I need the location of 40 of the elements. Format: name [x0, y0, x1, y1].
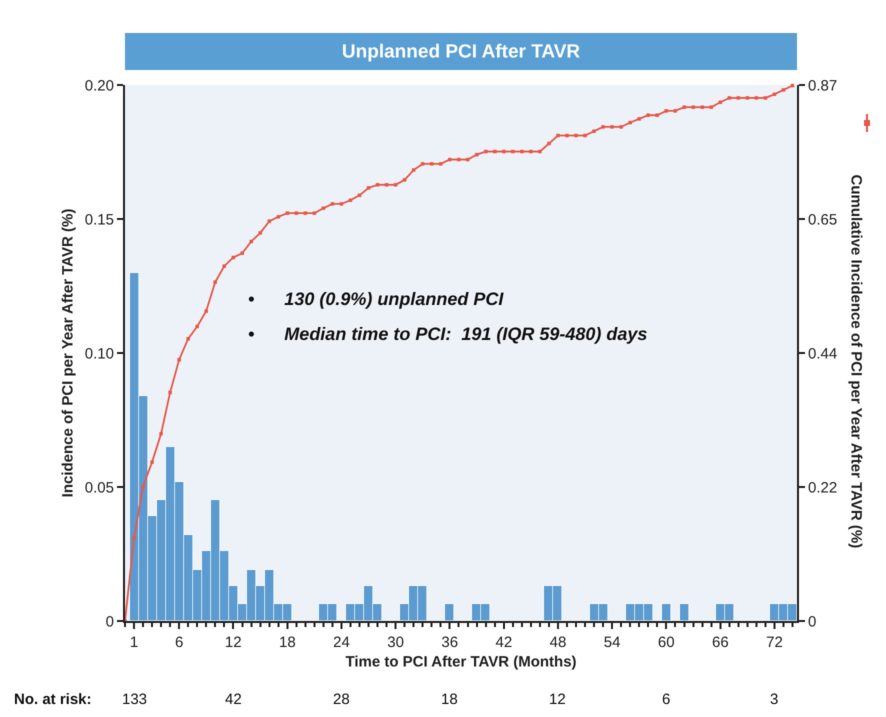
x-tick-label: 66: [712, 634, 729, 651]
x-tick-label: 42: [496, 634, 512, 651]
y2-axis-title: Cumulative Incidence of PCI per Year After TAVR (%): [848, 174, 864, 548]
x-tick-label: 1: [130, 634, 138, 651]
bar: [444, 603, 454, 621]
x-tick-label: 30: [387, 634, 404, 651]
y-tick-label: 0.20: [84, 77, 114, 94]
y-tick-label: 0.05: [84, 479, 114, 496]
x-tick-label: 48: [550, 634, 566, 651]
x-tick-label: 54: [604, 634, 620, 651]
y-tick-label: 0.15: [84, 211, 114, 228]
x-tick-label: 12: [224, 634, 242, 651]
bar: [661, 603, 671, 621]
x-tick-label: 6: [174, 634, 184, 651]
x-tick-label: 18: [279, 634, 296, 651]
y2-tick-label: 0.87: [808, 77, 838, 94]
x-tick-label: 36: [441, 634, 458, 651]
bar: [679, 603, 689, 621]
text: 3: [770, 691, 778, 708]
y2-tick-label: 0.65: [808, 211, 838, 228]
y2-tick-label: 0: [808, 613, 816, 630]
text: 42: [225, 691, 242, 708]
x-tick-label: 72: [766, 634, 783, 651]
text: 133: [122, 691, 148, 708]
x-axis-title: Time to PCI After TAVR (Months): [345, 654, 577, 670]
text: 12: [549, 691, 566, 708]
chart-title: Unplanned PCI After TAVR: [342, 42, 580, 63]
annotation: • Median time to PCI: 191 (IQR 59-480) days: [248, 324, 648, 344]
text: 18: [441, 691, 458, 708]
text: 28: [333, 691, 350, 708]
text: 6: [662, 691, 670, 708]
y2-tick-label: 0.44: [808, 345, 838, 362]
annotation: • 130 (0.9%) unplanned PCI: [248, 289, 504, 309]
x-tick-label: 60: [658, 634, 675, 651]
y-tick-label: 0.10: [84, 345, 114, 362]
y-axis-title: Incidence of PCI per Year After TAVR (%): [60, 208, 77, 498]
y2-tick-label: 0.22: [808, 479, 838, 496]
y-tick-label: 0: [106, 613, 114, 630]
text: No. at risk:: [14, 691, 92, 708]
x-tick-label: 24: [333, 634, 350, 651]
